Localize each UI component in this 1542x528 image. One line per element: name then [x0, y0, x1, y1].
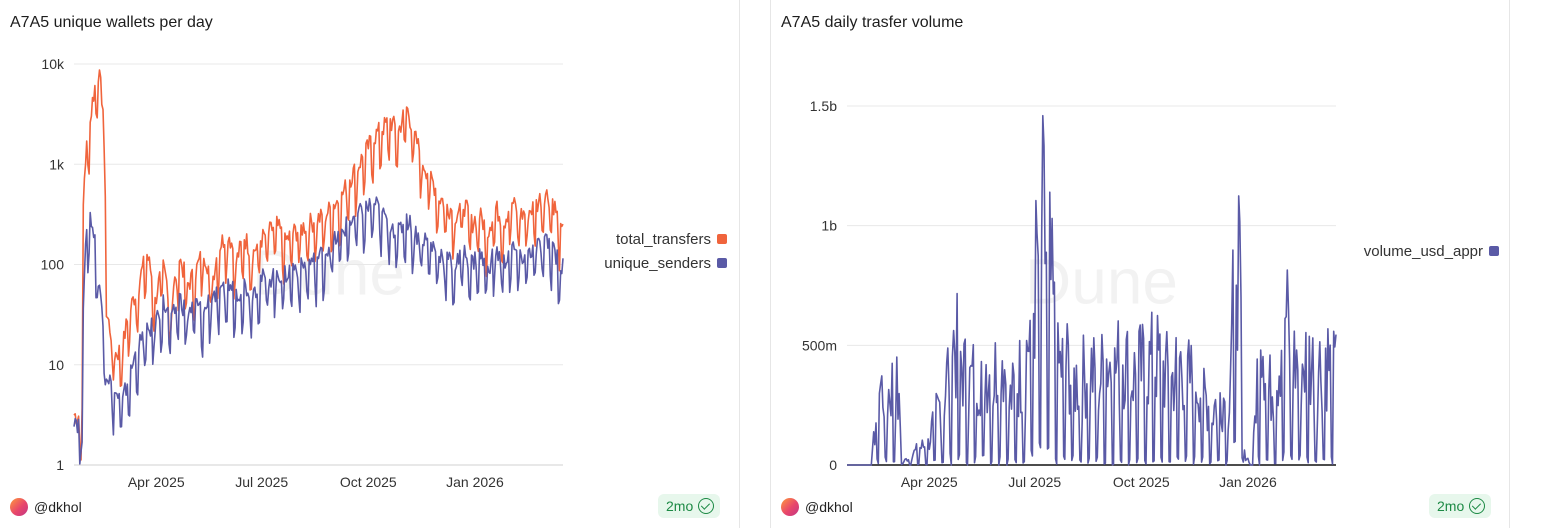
- x-tick-label: Jan 2026: [446, 474, 504, 490]
- y-tick-label: 500m: [802, 337, 837, 353]
- watermark: Dune: [1025, 246, 1178, 318]
- series-line-total-transfers[interactable]: [73, 69, 564, 461]
- avatar-icon[interactable]: [10, 498, 28, 516]
- chart-card-unique-wallets: A7A5 unique wallets per day Dune 1 10 100 1k…: [0, 0, 740, 528]
- series-line-unique-senders[interactable]: [73, 196, 564, 465]
- check-circle-icon: [1469, 498, 1486, 514]
- age-label: 2mo: [666, 498, 694, 514]
- author-handle[interactable]: @dkhol: [34, 499, 82, 515]
- y-tick-label: 1b: [821, 218, 837, 234]
- age-badge: 2mo: [658, 494, 721, 518]
- y-tick-label: 1k: [49, 156, 65, 172]
- x-tick-label: Jul 2025: [235, 474, 288, 490]
- y-tick-label: 10: [48, 357, 64, 373]
- legend-label[interactable]: total_transfers: [616, 231, 711, 248]
- author-link[interactable]: @dkhol: [781, 496, 853, 518]
- transfer-volume-chart: Dune 0 500m 1b 1.5b Apr 2025 Jul 2025 Oct 2025 J…: [802, 98, 1499, 490]
- author-link[interactable]: @dkhol: [10, 496, 82, 518]
- x-tick-label: Jan 2026: [1219, 474, 1277, 490]
- chart-title: A7A5 daily trasfer volume: [781, 14, 964, 31]
- age-label: 2mo: [1437, 498, 1465, 514]
- check-circle-icon: [698, 498, 715, 514]
- x-tick-label: Jul 2025: [1008, 474, 1061, 490]
- legend-swatch[interactable]: [1489, 246, 1499, 256]
- avatar-icon[interactable]: [781, 498, 799, 516]
- legend-label[interactable]: volume_usd_appr: [1364, 243, 1483, 260]
- y-tick-label: 10k: [41, 56, 65, 72]
- legend-swatch[interactable]: [717, 234, 727, 244]
- y-tick-label: 1: [56, 457, 64, 473]
- author-handle[interactable]: @dkhol: [805, 499, 853, 515]
- y-tick-label: 1.5b: [810, 98, 837, 114]
- y-tick-label: 0: [829, 457, 837, 473]
- chart-card-transfer-volume: A7A5 daily trasfer volume Dune 0 500m 1b 1.5…: [770, 0, 1510, 528]
- y-tick-label: 100: [41, 257, 65, 273]
- x-tick-label: Apr 2025: [901, 474, 958, 490]
- series-line-volume-usd-appr[interactable]: [847, 114, 1337, 466]
- legend-label[interactable]: unique_senders: [604, 255, 711, 272]
- x-tick-label: Oct 2025: [1113, 474, 1170, 490]
- x-tick-label: Apr 2025: [128, 474, 185, 490]
- x-tick-label: Oct 2025: [340, 474, 397, 490]
- legend-swatch[interactable]: [717, 258, 727, 268]
- chart-title: A7A5 unique wallets per day: [10, 14, 213, 31]
- age-badge: 2mo: [1429, 494, 1492, 518]
